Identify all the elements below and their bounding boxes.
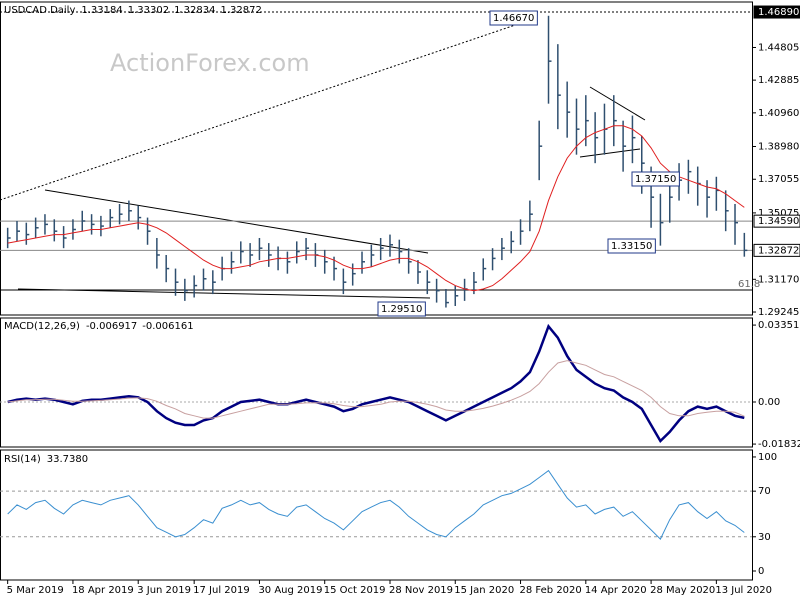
y-tick-label: 0.00: [758, 397, 780, 408]
annotation-box: [631, 171, 680, 187]
trendline: [0, 19, 531, 201]
y-tick-label: 30: [758, 532, 771, 543]
watermark: ActionForex.com: [110, 49, 310, 77]
y-tick-label: 0: [758, 566, 764, 577]
x-tick-label: 28 Feb 2020: [520, 585, 582, 596]
annotation: 1.46670: [493, 13, 534, 24]
x-tick-label: 13 Jul 2020: [715, 585, 772, 596]
y-tick-label: 1.37055: [758, 174, 799, 185]
x-tick-label: 3 Jun 2019: [137, 585, 191, 596]
y-tick-label: -0.018324: [758, 439, 800, 450]
panel-title: USDCAD Daily: [4, 5, 75, 16]
y-tick-label: 1.29245: [758, 307, 799, 318]
trendline: [589, 86, 646, 121]
x-tick-label: 18 Apr 2019: [72, 585, 134, 596]
y-tick-label: 1.40960: [758, 108, 799, 119]
x-tick-label: 30 Aug 2019: [258, 585, 322, 596]
x-tick-label: 14 Apr 2020: [585, 585, 647, 596]
level-box: [753, 5, 800, 19]
annotation: 1.37150: [635, 174, 676, 185]
header-value: 1.32834: [174, 5, 215, 16]
panel-frame: [0, 317, 753, 448]
annotation-box: [377, 301, 426, 317]
series-line: [7, 323, 745, 444]
y-tick-label: 1.42885: [758, 75, 799, 86]
header-value: 1.33302: [128, 5, 169, 16]
x-tick-label: 17 Jul 2019: [193, 585, 250, 596]
y-tick-label: 1.38980: [758, 142, 799, 153]
y-tick-label: 1.35075: [758, 208, 799, 219]
level-box: [753, 214, 800, 228]
panel-frame: [0, 449, 753, 581]
series-line: [7, 125, 745, 292]
annotation-box: [489, 10, 538, 26]
header-value: 33.7380: [47, 454, 88, 465]
annotation: 61.8: [738, 279, 760, 290]
level-box: [753, 243, 800, 257]
panel-title: MACD(12,26,9): [4, 321, 80, 332]
header-value: 1.33184: [81, 5, 122, 16]
level-label: 1.46890: [758, 7, 799, 18]
panel-frame: [0, 1, 753, 316]
y-tick-label: 1.31170: [758, 274, 799, 285]
y-tick-label: 70: [758, 486, 771, 497]
x-tick-label: 15 Oct 2019: [324, 585, 386, 596]
annotation-box: [607, 238, 656, 254]
annotation: 1.33150: [611, 241, 652, 252]
x-tick-label: 28 Nov 2019: [389, 585, 453, 596]
x-tick-label: 28 May 2020: [650, 585, 715, 596]
panel-title: RSI(14): [4, 454, 41, 465]
trendline: [579, 148, 641, 158]
annotation: 1.29510: [381, 304, 422, 315]
y-tick-label: 100: [758, 452, 777, 463]
series-line: [7, 360, 745, 419]
header-value: 1.32872: [220, 5, 261, 16]
series-line: [7, 469, 745, 540]
x-tick-label: 5 Mar 2019: [7, 585, 64, 596]
x-tick-label: 15 Jan 2020: [454, 585, 514, 596]
y-tick-label: 1.44805: [758, 42, 799, 53]
header-value: -0.006161: [142, 321, 193, 332]
y-tick-label: 0.033515: [758, 320, 800, 331]
level-label: 1.34590: [758, 216, 799, 227]
level-label: 1.32872: [758, 245, 799, 256]
header-value: -0.006917: [86, 321, 137, 332]
